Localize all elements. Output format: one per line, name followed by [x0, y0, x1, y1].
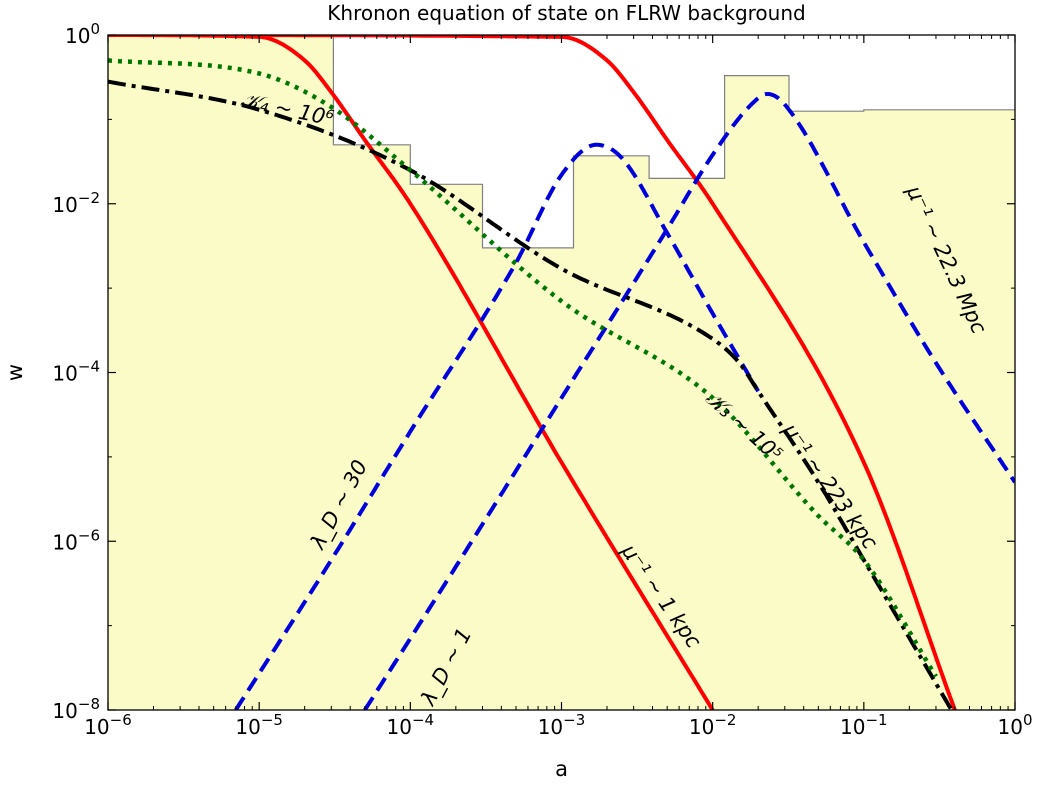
y-tick-label-4: 10−2 [52, 189, 100, 217]
plot-area [108, 35, 1015, 710]
excluded-region [108, 35, 1015, 710]
x-tick-label-6: 10−1 [840, 711, 888, 739]
y-tick-label-5: 100 [65, 20, 100, 48]
x-tick-label-7: 100 [998, 711, 1033, 739]
y-tick-label-2: 10−6 [52, 526, 100, 554]
x-tick-label-4: 10−3 [538, 711, 586, 739]
x-tick-label-2: 10−5 [235, 711, 283, 739]
x-tick-label-5: 10−2 [689, 711, 737, 739]
x-axis-label: a [555, 757, 568, 781]
y-tick-label-3: 10−4 [52, 358, 100, 386]
x-tick-label-3: 10−4 [387, 711, 435, 739]
y-axis-label: w [3, 364, 27, 381]
chart-title: Khronon equation of state on FLRW backgr… [327, 1, 805, 25]
x-tick-label-1: 10−6 [84, 711, 132, 739]
